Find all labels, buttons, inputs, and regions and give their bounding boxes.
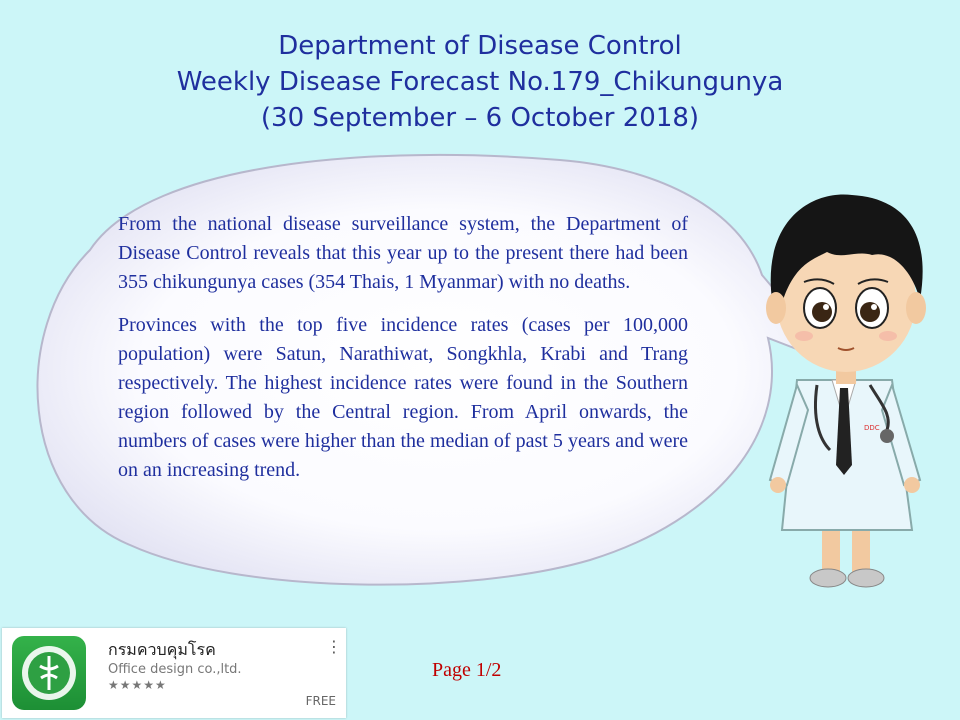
app-rating: ★★★★★ (108, 678, 167, 692)
speech-bubble-shape (36, 153, 839, 586)
paragraph-cases: From the national disease surveillance s… (118, 213, 688, 293)
title-line-1: Department of Disease Control (278, 31, 682, 61)
bubble-text: From the national disease surveillance s… (118, 210, 688, 499)
paragraph-provinces: Provinces with the top five incidence ra… (118, 314, 688, 481)
badge-text: DDC (864, 424, 880, 432)
app-name: กรมควบคุมโรค (108, 640, 216, 659)
title-line-3: (30 September – 6 October 2018) (260, 103, 700, 133)
app-price: FREE (305, 694, 336, 708)
more-options-icon[interactable]: ⋮ (326, 637, 342, 656)
doctor-cartoon: DDC (766, 194, 926, 588)
page-number: Page 1/2 (432, 659, 502, 681)
app-store-card[interactable]: กรมควบคุมโรค Office design co.,ltd. ★★★★… (2, 628, 346, 718)
app-developer: Office design co.,ltd. (108, 662, 242, 677)
ddc-logo-icon (12, 636, 86, 710)
title-line-2: Weekly Disease Forecast No.179_Chikungun… (176, 67, 784, 97)
slide-title: Department of Disease Control Weekly Dis… (0, 28, 960, 136)
